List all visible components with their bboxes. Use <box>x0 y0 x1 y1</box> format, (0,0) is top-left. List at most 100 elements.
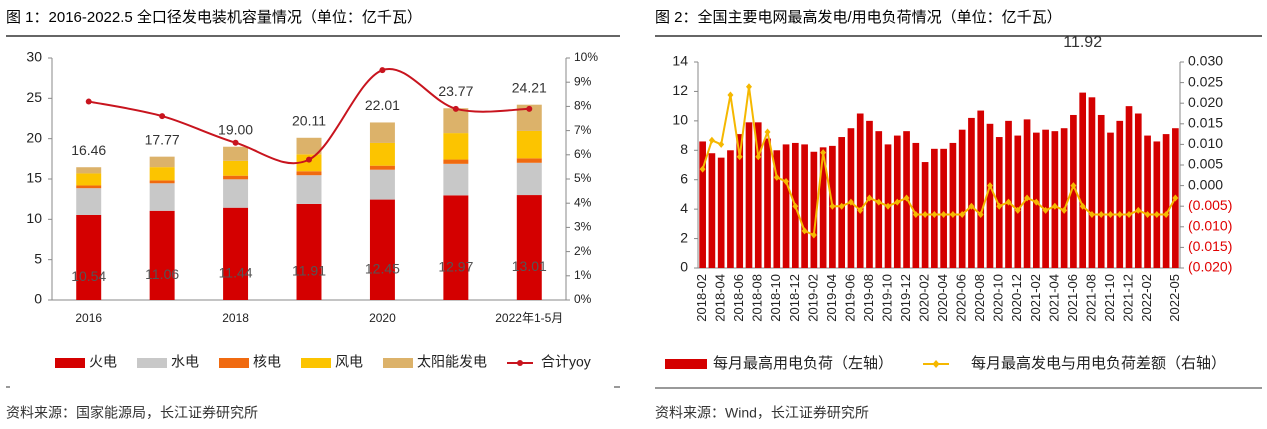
line-marker <box>959 210 966 218</box>
bar <box>1116 120 1124 268</box>
line-marker <box>718 140 725 148</box>
bar <box>986 123 994 268</box>
bar <box>847 128 855 268</box>
bar <box>149 156 175 168</box>
total-label: 16.46 <box>71 142 106 158</box>
bar <box>1042 129 1049 268</box>
bar <box>369 165 395 170</box>
bar <box>296 203 322 300</box>
bar-value-label: 11.92 <box>1063 34 1102 51</box>
bar <box>801 144 808 268</box>
x-tick-label: 2022-05 <box>1167 274 1182 322</box>
x-tick-label: 2020 <box>369 311 396 325</box>
bar <box>1079 92 1087 268</box>
y2-tick-label: 0.005 <box>1188 156 1223 172</box>
bar <box>443 108 469 134</box>
line-marker <box>1107 210 1114 218</box>
legend-label: 风电 <box>335 354 363 370</box>
line-marker <box>306 156 312 163</box>
bar <box>369 169 395 200</box>
y-tick-label: 12 <box>672 82 688 98</box>
line-marker <box>1079 202 1086 210</box>
bar <box>1097 114 1105 268</box>
bar <box>369 142 395 166</box>
x-tick-label: 2019-10 <box>879 274 894 322</box>
chart-title: 图 2：全国主要电网最高发电/用电负荷情况（单位：亿千瓦） <box>655 8 1062 26</box>
y2-tick-label: (0.015) <box>1188 238 1232 254</box>
x-tick-label: 2018-04 <box>713 274 728 322</box>
line-marker <box>810 231 817 239</box>
legend-label: 核电 <box>253 354 281 370</box>
y-tick-label: 0 <box>34 291 42 307</box>
y-tick-label: 5 <box>34 250 42 266</box>
source-note: 资料来源：Wind，长江证券研究所 <box>655 405 869 421</box>
bar <box>773 150 781 268</box>
bar <box>708 153 716 268</box>
line-marker <box>866 194 873 202</box>
x-tick-label: 2019-06 <box>842 274 857 322</box>
bar <box>1088 97 1096 268</box>
y2-tick-label: 0.015 <box>1188 115 1223 131</box>
line-marker <box>699 165 706 173</box>
bar <box>754 122 762 268</box>
bar <box>516 195 542 300</box>
line-marker <box>1024 194 1031 202</box>
y2-tick-label: 7% <box>574 123 592 137</box>
line-marker <box>986 182 993 190</box>
line-marker <box>903 194 910 202</box>
line-marker <box>1014 206 1021 214</box>
bar <box>810 151 818 268</box>
line-marker <box>931 210 938 218</box>
line-marker <box>1070 182 1077 190</box>
bar <box>699 141 706 268</box>
y-tick-label: 10 <box>672 112 688 128</box>
bar <box>940 148 947 268</box>
x-tick-label: 2021-04 <box>1046 274 1061 322</box>
bar <box>977 110 985 268</box>
line-marker <box>708 136 715 144</box>
bar <box>958 129 966 268</box>
bar <box>1005 120 1012 268</box>
bar <box>516 162 542 196</box>
line-marker <box>379 67 386 74</box>
bar-value-label: 11.44 <box>219 265 253 281</box>
line-marker <box>764 128 771 136</box>
y2-tick-label: (0.005) <box>1188 197 1232 213</box>
line-marker <box>922 210 929 218</box>
legend-label: 每月最高发电与用电负荷差额（右轴） <box>971 355 1226 372</box>
line-marker <box>949 210 956 218</box>
bar <box>782 144 790 268</box>
legend-swatch <box>301 358 331 368</box>
x-tick-label: 2021-10 <box>1102 274 1117 322</box>
x-tick-label: 2019-08 <box>861 274 876 322</box>
bar <box>516 130 542 159</box>
y-tick-label: 8 <box>680 141 688 157</box>
y2-tick-label: 0.030 <box>1188 53 1223 69</box>
x-tick-label: 2020-02 <box>917 274 932 322</box>
bar <box>296 154 322 172</box>
bar <box>149 183 175 211</box>
bar <box>296 137 322 155</box>
legend-label: 每月最高用电负荷（左轴） <box>713 355 893 372</box>
total-label: 23.77 <box>438 83 473 99</box>
x-tick-label: 2018-08 <box>750 274 765 322</box>
line-marker <box>820 149 827 157</box>
x-tick-label: 2018-12 <box>787 274 802 322</box>
line-marker <box>801 227 808 235</box>
bar <box>516 158 542 163</box>
total-label: 22.01 <box>365 97 400 113</box>
x-tick-label: 2021-12 <box>1120 274 1135 322</box>
bar <box>223 146 249 161</box>
bar <box>856 113 864 268</box>
line-marker <box>736 153 743 161</box>
bar <box>1125 106 1133 269</box>
line-marker <box>829 202 836 210</box>
bar <box>1107 132 1114 268</box>
bar <box>149 180 175 184</box>
y2-tick-label: 2% <box>574 244 592 258</box>
line-marker <box>1033 198 1040 206</box>
y2-tick-label: 3% <box>574 220 592 234</box>
total-label: 24.21 <box>512 79 547 95</box>
bar <box>1153 141 1161 268</box>
